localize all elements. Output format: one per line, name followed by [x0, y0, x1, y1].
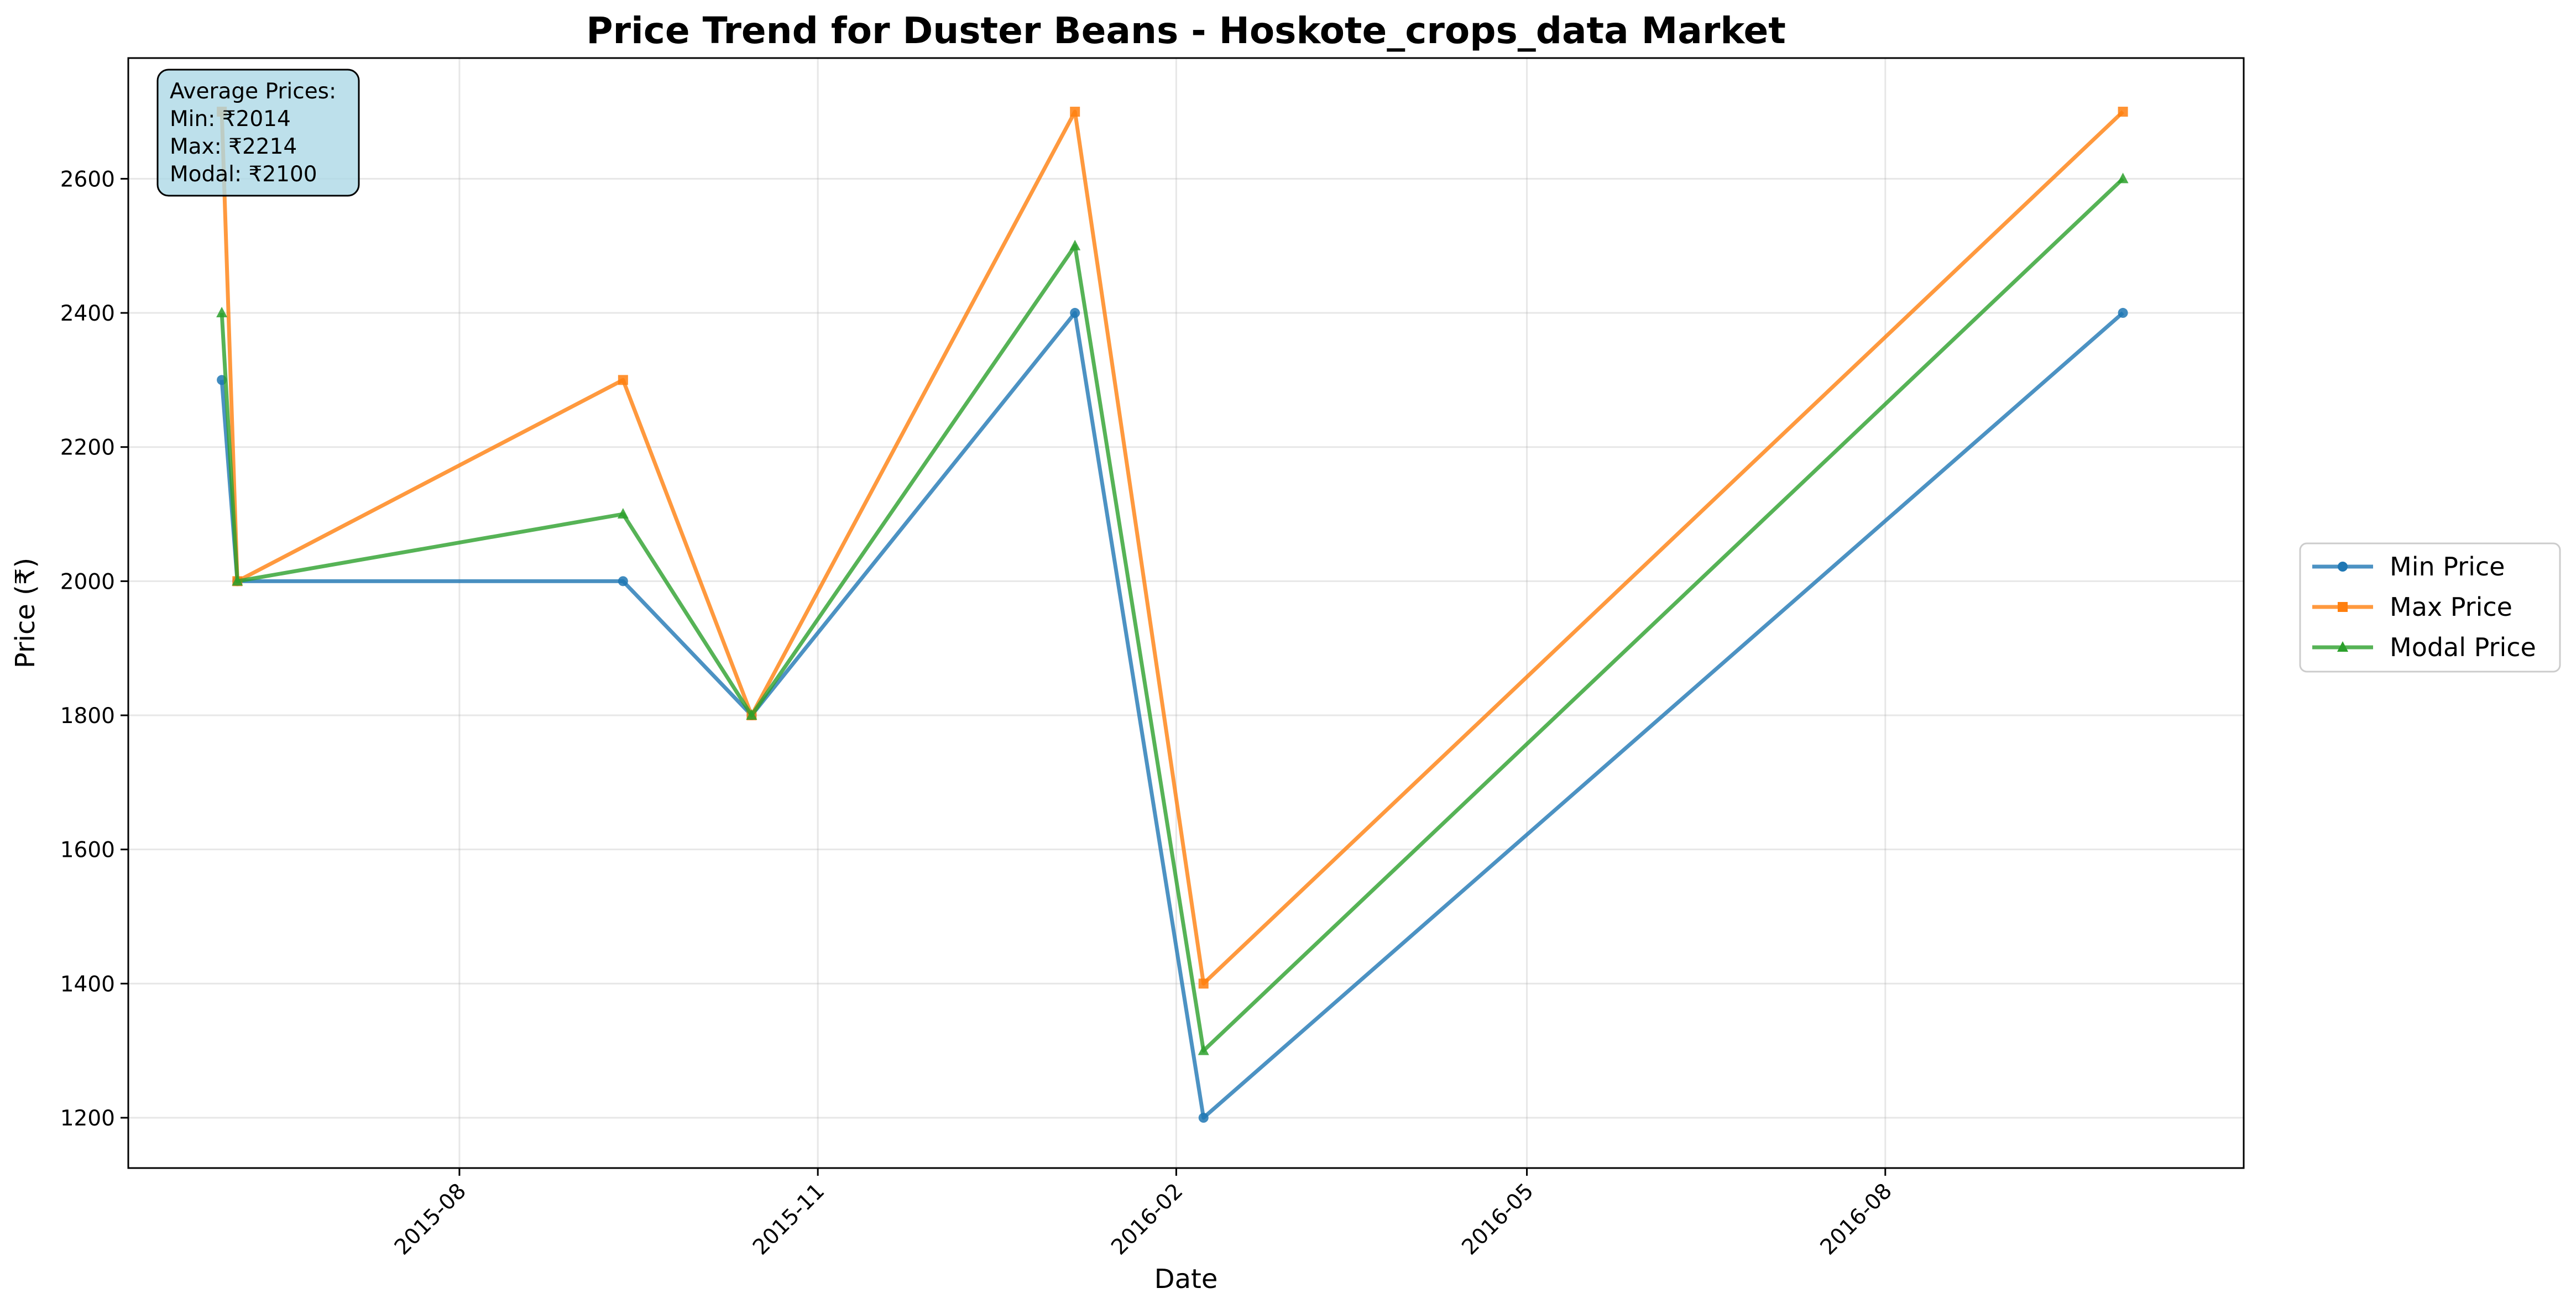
- y-tick-label: 1600: [60, 838, 115, 863]
- series-layer: [216, 107, 2129, 1123]
- min-price-point: [2118, 308, 2128, 318]
- x-tick-label: 2015-08: [390, 1179, 471, 1260]
- plot-frame: [127, 57, 2245, 1169]
- grid-layer: [128, 58, 2244, 1168]
- modal-price-point: [1069, 239, 1081, 250]
- annotation-line-max: Max: ₹2214: [170, 134, 297, 159]
- legend-label: Min Price: [2390, 552, 2505, 582]
- x-tick-label: 2016-02: [1106, 1179, 1188, 1260]
- legend-swatch-marker: [2337, 641, 2348, 652]
- modal-price-point: [216, 307, 228, 318]
- legend-item-max-price: Max Price: [2312, 592, 2512, 622]
- max-price-point: [1070, 107, 1080, 117]
- y-tick-label: 2000: [60, 569, 115, 594]
- legend-swatch-marker: [2338, 562, 2348, 572]
- average-prices-annotation: Average Prices: Min: ₹2014 Max: ₹2214 Mo…: [156, 69, 360, 197]
- annotation-line-min: Min: ₹2014: [170, 107, 291, 132]
- max-price-point: [1198, 978, 1209, 989]
- x-tick-label: 2016-08: [1816, 1179, 1897, 1260]
- modal-price-point: [2117, 172, 2129, 184]
- x-axis-label: Date: [1154, 1264, 1218, 1295]
- legend: Min Price Max Price Modal Price: [2299, 542, 2561, 673]
- max-price-point: [618, 375, 628, 385]
- y-tick-label: 2400: [60, 301, 115, 326]
- y-tick-label: 2600: [60, 167, 115, 192]
- max-price-point: [2118, 107, 2128, 117]
- legend-item-min-price: Min Price: [2312, 552, 2505, 582]
- legend-label: Max Price: [2390, 592, 2512, 622]
- legend-swatch-marker: [2338, 602, 2348, 612]
- legend-label: Modal Price: [2390, 632, 2536, 662]
- min-price-point: [618, 576, 628, 587]
- modal-price-point: [1198, 1044, 1209, 1055]
- y-tick-label: 1400: [60, 972, 115, 997]
- modal-price-point: [617, 508, 629, 519]
- chart-title: Price Trend for Duster Beans - Hoskote_c…: [586, 9, 1786, 52]
- annotation-line-modal: Modal: ₹2100: [170, 162, 317, 187]
- x-tick-label: 2016-05: [1457, 1179, 1539, 1260]
- legend-item-modal-price: Modal Price: [2312, 632, 2536, 662]
- y-tick-label: 2200: [60, 436, 115, 460]
- x-tick-label: 2015-11: [748, 1179, 829, 1260]
- min-price-point: [1198, 1113, 1209, 1123]
- tick-layer: 1200 1400 1600 1800 2000 2200 2400 2600 2015-08 2…: [60, 167, 1897, 1260]
- y-tick-label: 1800: [60, 704, 115, 729]
- y-axis-label: Price (₹): [10, 558, 41, 668]
- annotation-box: [156, 69, 360, 197]
- min-price-point: [1070, 308, 1080, 318]
- series-modal-price: [216, 172, 2129, 1055]
- legend-box: [2299, 542, 2561, 673]
- modal-price-point: [232, 575, 243, 586]
- modal-price-point: [746, 709, 757, 720]
- annotation-line-title: Average Prices:: [170, 79, 336, 104]
- y-tick-label: 1200: [60, 1106, 115, 1131]
